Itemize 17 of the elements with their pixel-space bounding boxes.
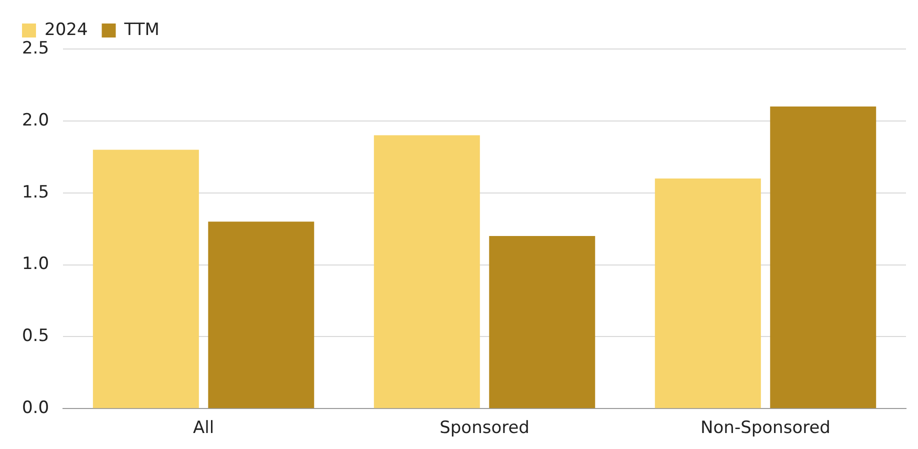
y-tick-label: 1.0: [22, 254, 50, 274]
bar: [770, 106, 876, 408]
x-tick-label: All: [192, 418, 214, 438]
x-tick-label: Non-Sponsored: [700, 418, 830, 438]
legend-label: 2024: [44, 20, 88, 40]
bar: [374, 135, 480, 408]
x-tick-label: Sponsored: [440, 418, 530, 438]
legend-label: TTM: [123, 20, 160, 40]
bar: [92, 150, 199, 408]
y-tick-label: 0.5: [22, 326, 50, 346]
bar: [489, 236, 596, 408]
y-tick-label: 2.0: [22, 110, 50, 130]
bar: [208, 222, 314, 408]
y-tick-label: 0.0: [22, 398, 50, 418]
bar: [654, 178, 761, 408]
y-tick-label: 1.5: [22, 182, 50, 202]
y-tick-label: 2.5: [22, 38, 50, 58]
